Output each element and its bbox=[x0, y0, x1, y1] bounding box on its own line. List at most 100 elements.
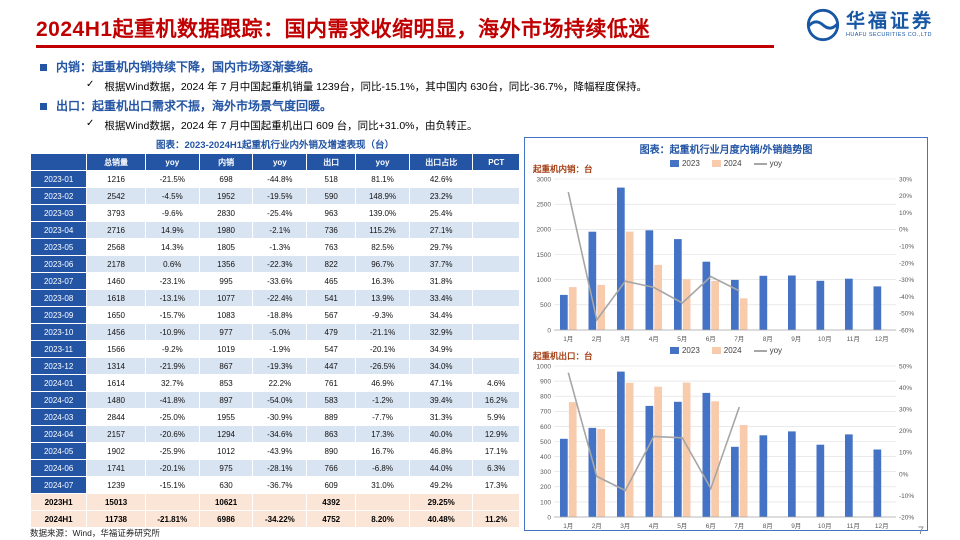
table-cell: -34.22% bbox=[252, 510, 308, 528]
table-row: 2023-01 1216 -21.5% 698 -44.8% 518 81.1% 42.6% bbox=[29, 170, 520, 188]
table-cell: 890 bbox=[306, 442, 357, 460]
row-label: 2023-04 bbox=[29, 221, 88, 239]
table-cell: -15.1% bbox=[144, 476, 200, 494]
chart-title: 起重机内销：台 bbox=[533, 164, 593, 174]
table-cell: 10621 bbox=[198, 493, 254, 511]
table-cell: -19.5% bbox=[252, 187, 308, 205]
table-cell: -10.9% bbox=[144, 323, 200, 341]
chart-legend: 2023 2024 yoy bbox=[669, 159, 782, 168]
svg-text:50%: 50% bbox=[899, 363, 912, 370]
svg-text:500: 500 bbox=[540, 302, 551, 309]
bullet-sentence: 起重机内销持续下降，国内市场逐渐萎缩。 bbox=[92, 60, 321, 74]
table-cell: -36.7% bbox=[252, 476, 308, 494]
table-cell: 630 bbox=[198, 476, 254, 494]
table-cell: 96.7% bbox=[355, 255, 410, 273]
table-cell bbox=[472, 323, 520, 341]
table-cell bbox=[472, 289, 520, 307]
svg-text:-20%: -20% bbox=[899, 260, 914, 267]
row-label: 2024-04 bbox=[29, 425, 88, 443]
svg-text:-10%: -10% bbox=[899, 244, 914, 251]
table-cell: 1083 bbox=[198, 306, 254, 324]
table-cell: -1.9% bbox=[252, 340, 308, 358]
table-cell: 27.1% bbox=[408, 221, 474, 239]
table-cell: 17.3% bbox=[355, 425, 410, 443]
table-row: 2023-07 1460 -23.1% 995 -33.6% 465 16.3% 31.8% bbox=[29, 272, 520, 290]
table-cell: 23.2% bbox=[408, 187, 474, 205]
row-label: 2023-09 bbox=[29, 306, 88, 324]
svg-text:3000: 3000 bbox=[537, 176, 552, 183]
table-cell: -21.5% bbox=[144, 170, 200, 188]
table-cell: 867 bbox=[198, 357, 254, 375]
table-cell: 766 bbox=[306, 459, 357, 477]
table-cell: 6.3% bbox=[472, 459, 520, 477]
row-label: 2023-03 bbox=[29, 204, 88, 222]
table-cell: 975 bbox=[198, 459, 254, 477]
svg-text:11月: 11月 bbox=[847, 335, 860, 343]
table-cell: -33.6% bbox=[252, 272, 308, 290]
table-cell bbox=[355, 493, 410, 511]
table-cell: 3793 bbox=[86, 204, 146, 222]
table-cell: 8.20% bbox=[355, 510, 410, 528]
table-cell bbox=[472, 493, 520, 511]
column-header: 总销量 bbox=[86, 153, 146, 171]
bullet-square-icon bbox=[40, 64, 47, 71]
table-cell: -2.1% bbox=[252, 221, 308, 239]
table-cell: -19.3% bbox=[252, 357, 308, 375]
sales-table: 总销量 yoy 内销 yoy 出口 yoy 出口占比 PCT 2023-01 1216 -21.5… bbox=[29, 153, 520, 528]
svg-text:9月: 9月 bbox=[791, 522, 801, 530]
table-cell: 1456 bbox=[86, 323, 146, 341]
table-cell: 34.0% bbox=[408, 357, 474, 375]
table-cell: -41.8% bbox=[144, 391, 200, 409]
svg-text:0%: 0% bbox=[899, 227, 909, 234]
row-label: 2024-06 bbox=[29, 459, 88, 477]
table-cell: 34.4% bbox=[408, 306, 474, 324]
table-cell: 17.3% bbox=[472, 476, 520, 494]
legend-label: 2023 bbox=[681, 346, 700, 355]
row-label: 2023H1 bbox=[29, 493, 88, 511]
legend-item-2024: 2024 bbox=[711, 346, 742, 355]
legend-item-2023: 2023 bbox=[669, 159, 700, 168]
table-row: 2023-09 1650 -15.7% 1083 -18.8% 567 -9.3% 34.4% bbox=[29, 306, 520, 324]
table-cell: 40.0% bbox=[408, 425, 474, 443]
table-row: 2023-06 2178 0.6% 1356 -22.3% 822 96.7% 37.7% bbox=[29, 255, 520, 273]
table-cell: 609 bbox=[306, 476, 357, 494]
table-cell: -21.81% bbox=[144, 510, 200, 528]
table-cell: 583 bbox=[306, 391, 357, 409]
row-label: 2024-03 bbox=[29, 408, 88, 426]
domestic-chart-header: 起重机内销：台 2023 2024 yoy bbox=[525, 159, 927, 174]
column-header: PCT bbox=[472, 153, 520, 171]
table-cell: 32.7% bbox=[144, 374, 200, 392]
table-row: 2023-08 1618 -13.1% 1077 -22.4% 541 13.9% 33.4% bbox=[29, 289, 520, 307]
bullet-detail-domestic: ✓ 根据Wind数据，2024 年 7 月中国起重机销量 1239台，同比-15… bbox=[86, 79, 925, 94]
charts-panel-title: 图表：起重机行业月度内销/外销趋势图 bbox=[639, 145, 813, 156]
table-cell: 863 bbox=[306, 425, 357, 443]
svg-text:2000: 2000 bbox=[537, 227, 552, 234]
table-cell: 16.7% bbox=[355, 442, 410, 460]
table-cell: -13.1% bbox=[144, 289, 200, 307]
table-cell: 479 bbox=[306, 323, 357, 341]
svg-text:900: 900 bbox=[540, 379, 551, 386]
svg-text:5月: 5月 bbox=[677, 335, 687, 343]
table-cell: 25.4% bbox=[408, 204, 474, 222]
table-cell bbox=[472, 306, 520, 324]
svg-text:8月: 8月 bbox=[763, 522, 773, 530]
table-cell: 1239 bbox=[86, 476, 146, 494]
table-cell: 139.0% bbox=[355, 204, 410, 222]
svg-text:4月: 4月 bbox=[649, 522, 659, 530]
svg-text:9月: 9月 bbox=[791, 335, 801, 343]
svg-text:5月: 5月 bbox=[677, 522, 687, 530]
export-sales-chart: 0 100 200 300 400 500 600 700 800 900 1000 -20% -10%… bbox=[537, 363, 915, 530]
svg-text:30%: 30% bbox=[899, 407, 912, 414]
legend-label: 2024 bbox=[723, 346, 742, 355]
table-cell: -25.0% bbox=[144, 408, 200, 426]
row-label: 2024-01 bbox=[29, 374, 88, 392]
title-underline bbox=[36, 45, 774, 48]
legend-item-2023: 2023 bbox=[669, 346, 700, 355]
chart-title: 起重机出口：台 bbox=[533, 351, 593, 361]
bullet-item-export: 出口：起重机出口需求不振，海外市场景气度回暖。 bbox=[40, 99, 925, 114]
table-cell: 31.8% bbox=[408, 272, 474, 290]
logo-name: 华福证券 bbox=[845, 11, 934, 33]
svg-text:2500: 2500 bbox=[537, 202, 552, 209]
legend-2024-swatch-icon bbox=[711, 347, 721, 354]
table-cell: 37.7% bbox=[408, 255, 474, 273]
